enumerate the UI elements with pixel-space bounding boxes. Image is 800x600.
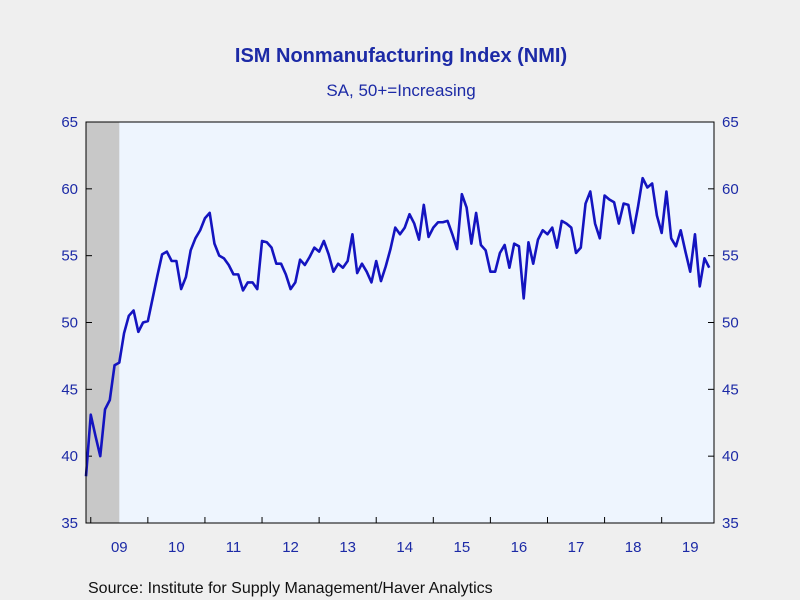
chart-title: ISM Nonmanufacturing Index (NMI) [235, 45, 567, 67]
y-tick-label-left: 35 [61, 515, 78, 532]
y-axis-left: 35 40 45 50 55 60 65 [61, 114, 92, 532]
x-tick-label: 13 [339, 539, 356, 556]
y-tick-label-right: 50 [722, 315, 739, 332]
y-tick-label-right: 65 [722, 114, 739, 131]
x-tick-label: 19 [682, 539, 699, 556]
y-tick-label-left: 60 [61, 181, 78, 198]
chart-source: Source: Institute for Supply Management/… [88, 580, 493, 597]
y-tick-label-right: 55 [722, 248, 739, 265]
x-axis: 09 10 11 12 13 14 15 16 17 18 19 [90, 517, 699, 556]
y-tick-label-right: 35 [722, 515, 739, 532]
y-tick-label-left: 50 [61, 315, 78, 332]
x-tick-label: 16 [511, 539, 528, 556]
x-tick-label: 18 [625, 539, 642, 556]
y-tick-label-right: 40 [722, 448, 739, 465]
y-tick-label-left: 40 [61, 448, 78, 465]
series-line-nmi [84, 176, 711, 477]
x-tick-label: 15 [454, 539, 471, 556]
y-tick-label-right: 45 [722, 381, 739, 398]
x-tick-label: 11 [226, 539, 242, 556]
x-tick-label: 14 [396, 539, 413, 556]
y-tick-label-left: 55 [61, 248, 78, 265]
y-tick-label-left: 45 [61, 381, 78, 398]
y-tick-label-left: 65 [61, 114, 78, 131]
y-tick-label-right: 60 [722, 181, 739, 198]
y-axis-right: 35 40 45 50 55 60 65 [708, 114, 739, 532]
x-tick-label: 09 [111, 539, 128, 556]
plot-area [86, 122, 714, 523]
chart-subtitle: SA, 50+=Increasing [326, 81, 475, 100]
x-tick-label: 17 [568, 539, 585, 556]
plot-frame [85, 121, 715, 524]
x-tick-label: 12 [282, 539, 299, 556]
x-tick-label: 10 [168, 539, 185, 556]
